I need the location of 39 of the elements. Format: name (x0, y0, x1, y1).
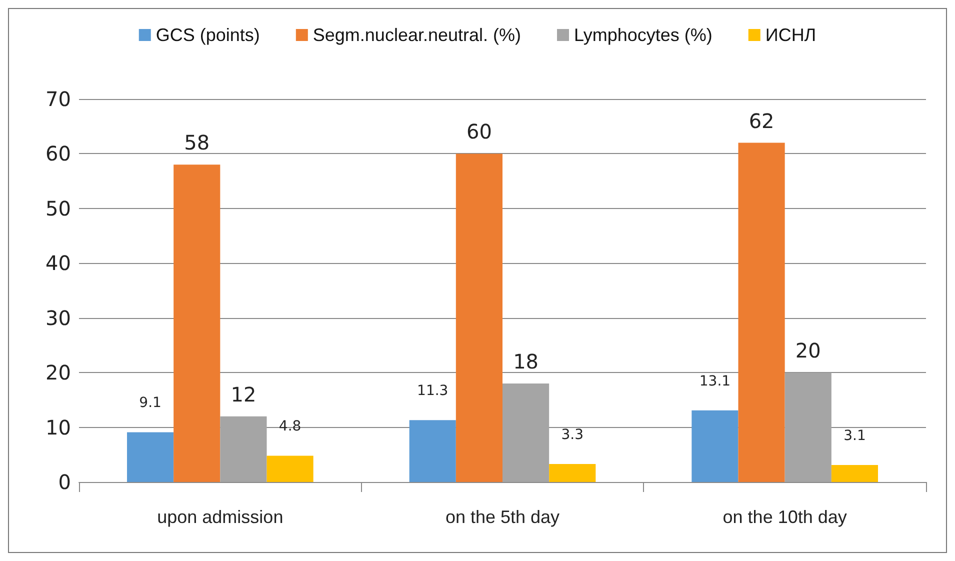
bar (266, 456, 314, 482)
y-tick-label: 0 (58, 470, 71, 494)
bar (831, 465, 878, 482)
legend-label: Segm.nuclear.neutral. (%) (312, 25, 522, 45)
data-label: 9.1 (139, 395, 162, 412)
legend-label: ИСНЛ (765, 25, 816, 45)
y-tick-label: 30 (46, 306, 71, 330)
data-label: 3.3 (561, 426, 584, 443)
bar (456, 154, 502, 482)
x-tick-label: on the 10th day (722, 507, 847, 527)
data-label: 60 (466, 120, 492, 144)
bar (409, 420, 456, 482)
legend-label: Lymphocytes (%) (574, 25, 712, 45)
bar (738, 142, 785, 482)
data-label: 58 (184, 130, 210, 155)
y-tick-label: 40 (46, 251, 71, 276)
data-label: 13.1 (699, 373, 731, 390)
y-tick-label: 20 (46, 360, 71, 385)
y-tick-label: 60 (46, 142, 71, 166)
x-tick-label: upon admission (157, 507, 284, 527)
bar (549, 464, 596, 482)
data-label: 62 (748, 108, 774, 133)
y-tick-label: 10 (46, 415, 71, 440)
data-label: 3.1 (844, 428, 866, 444)
x-tick-label: on the 5th day (445, 507, 560, 527)
legend-label: GCS (points) (156, 25, 260, 45)
bar (784, 372, 832, 482)
bar (692, 410, 738, 482)
data-label: 18 (513, 350, 539, 374)
data-label: 11.3 (417, 383, 448, 400)
bar (126, 432, 174, 482)
bar (502, 384, 550, 482)
y-tick-label: 50 (46, 196, 71, 220)
y-tick-label: 70 (46, 87, 71, 111)
bar (220, 416, 267, 482)
bar (174, 164, 220, 482)
data-label: 20 (795, 338, 821, 363)
data-label: 12 (230, 382, 256, 406)
data-label: 4.8 (278, 418, 302, 435)
